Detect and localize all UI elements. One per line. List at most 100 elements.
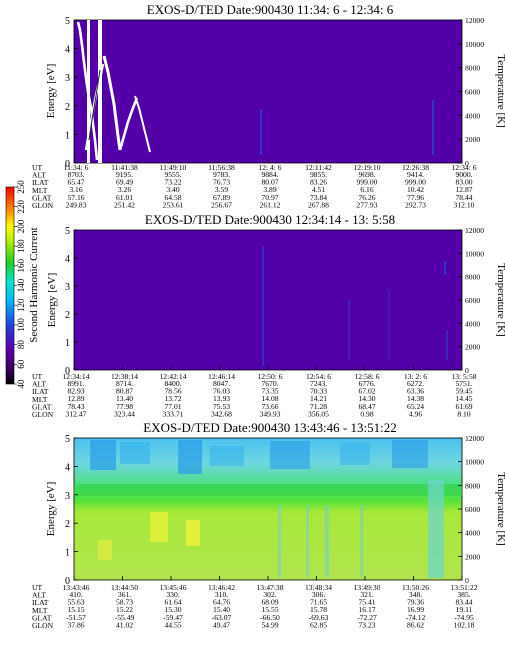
panel-2-table-cell: 75.53: [213, 402, 230, 411]
panel-2-row-name: MLT: [32, 395, 48, 404]
panel-1-xtick-label: 12:19:10: [353, 163, 380, 172]
panel-1-table-cell: 277.93: [357, 200, 378, 209]
colorbar-label: Second Harmonic Current: [28, 227, 40, 342]
panel-1-row-name: UT: [32, 163, 42, 172]
panel-3-ytick-label: 3: [65, 491, 70, 502]
panel-1-table-cell: 9000.: [455, 170, 472, 179]
panel-2-table-cell: 65.24: [407, 402, 424, 411]
panel-3-yellow-patch-1: [150, 512, 168, 542]
panel-3-table-cell: 41.02: [116, 620, 133, 629]
panel-2-ytick-label: 5: [65, 226, 70, 237]
panel-3-table-cell: 306.: [312, 590, 325, 599]
panel-1-table-cell: 83.26: [310, 178, 327, 187]
panel-2-y2tick-label: 10000: [465, 249, 484, 258]
panel-2-table-cell: 78.43: [67, 402, 84, 411]
panel-3-cyan-streak-3: [325, 505, 329, 577]
panel-2-row-name: GLAT: [32, 402, 52, 411]
panel-2-table-cell: 77.98: [116, 402, 133, 411]
panel-3-yellow-patch-3: [98, 540, 112, 560]
panel-1-table-cell: 999.00: [357, 178, 378, 187]
panel-2-xtick-label: 12:46:14: [208, 372, 235, 381]
panel-2-table-cell: 14.38: [407, 394, 424, 403]
colorbar-tick-label: 160: [16, 259, 26, 273]
panel-3-table-cell: 79.36: [407, 598, 424, 607]
panel-3-blue-patch-4: [210, 446, 244, 466]
panel-1-white-trace-a: [76, 21, 99, 161]
panel-3-ytick-label: 5: [65, 434, 70, 445]
panel-2-xtick-label: 12:42:14: [159, 372, 186, 381]
panel-2-table-cell: 82.93: [67, 387, 84, 396]
panel-2-table-cell: 6272.: [407, 379, 424, 388]
panel-2-table-cell: 333.71: [163, 409, 184, 418]
panel-1-table-cell: 12.87: [455, 185, 472, 194]
colorbar-tick-label: 250: [16, 180, 26, 194]
panel-2-table-cell: 342.68: [211, 409, 232, 418]
panel-2-y2tick-label: 8000: [465, 273, 480, 282]
panel-2-table-cell: 5751.: [455, 379, 472, 388]
panel-1-table-cell: 3.89: [263, 185, 276, 194]
panel-1-plot-area: [73, 19, 463, 164]
panel-3-y2tick-label: 4000: [465, 529, 480, 538]
colorbar-tick-label: 40: [16, 379, 26, 389]
panel-3-green-band: [74, 484, 462, 496]
panel-3-blue-patch-6: [340, 443, 370, 465]
panel-1-axes: 0 1 2 3 4 5 0 2000 4000 6000 8000 10000 12000 11:34: …: [32, 16, 484, 210]
panel-3-title: EXOS-D/TED Date:900430 13:43:46 - 13:51:…: [143, 420, 396, 435]
panel-2-xtick-label: 13: 5:58: [451, 372, 476, 381]
panel-3-table-cell: 71.65: [310, 598, 327, 607]
panel-1-xtick-label: 12:11:42: [305, 163, 332, 172]
panel-1-row-name: MLT: [32, 186, 48, 195]
panel-2-blue-streak-4: [444, 262, 446, 274]
panel-3-cyan-streak-1: [278, 505, 281, 577]
panel-2-y2tick-label: 2000: [465, 343, 480, 352]
panel-1-xtick-label: 12:26:38: [402, 163, 429, 172]
panel-1-white-trace-d: [118, 97, 139, 151]
panel-1-xtick-label: 12:34: 6: [451, 163, 476, 172]
panel-3-table-cell: -63.07: [212, 613, 232, 622]
panel-3-y2tick-label: 10000: [465, 458, 484, 467]
panel-3-table-cell: 410.: [69, 590, 82, 599]
panel-3-table-cell: -74.95: [454, 613, 474, 622]
panel-2-table-cell: 7670.: [261, 379, 278, 388]
panel-2-table-cell: 349.93: [260, 409, 281, 418]
panel-2-ytick-label: 2: [65, 310, 70, 321]
panel-1-y2tick-label: 8000: [465, 64, 480, 73]
panel-1-table-cell: 251.42: [114, 200, 135, 209]
panel-1-table-cell: 267.88: [308, 200, 329, 209]
panel-1-table-cell: 3.26: [118, 185, 131, 194]
panel-2-table-cell: 67.02: [358, 387, 375, 396]
panel-2-y2tick-label: 0: [465, 366, 469, 375]
panel-2-table-cell: 61.69: [455, 402, 472, 411]
panel-1-xtick-label: 11:49:10: [160, 163, 187, 172]
panel-1-table-cell: 4.51: [312, 185, 325, 194]
panel-1-table-cell: 9783.: [213, 170, 230, 179]
panel-2-row-name: GLON: [32, 410, 54, 419]
panel-3-table-cell: 49.47: [213, 620, 230, 629]
panel-1-row-name: ALT: [32, 171, 46, 180]
panel-2-row-name: ALT: [32, 380, 46, 389]
panel-2-blue-streak-3: [388, 290, 390, 360]
panel-1-table-cell: 76.26: [358, 193, 375, 202]
panel-3-table-cell: 68.09: [261, 598, 278, 607]
panel-1-row-name: GLON: [32, 201, 54, 210]
panel-2-table-cell: 8714.: [116, 379, 133, 388]
panel-1-table-cell: 80.07: [261, 178, 278, 187]
panel-3-blue-patch-5: [270, 441, 310, 469]
panel-3-table-cell: 86.62: [407, 620, 424, 629]
panel-2-table-cell: 12.89: [67, 394, 84, 403]
panel-2-table-cell: 8.10: [457, 409, 470, 418]
panel-2-table-cell: 70.33: [310, 387, 327, 396]
panel-3-table-cell: -51.57: [66, 613, 86, 622]
panel-2-ytick-label: 1: [65, 338, 70, 349]
panel-1-row-name: ILAT: [32, 178, 49, 187]
panel-2-table-cell: 4.96: [409, 409, 422, 418]
panel-3-table-cell: 64.76: [213, 598, 230, 607]
panel-1-ytick-label: 2: [65, 102, 70, 113]
panel-3-table-cell: 15.55: [261, 605, 278, 614]
panel-2-table-cell: 78.56: [164, 387, 181, 396]
panel-3-heatmap-features: [74, 440, 462, 578]
panel-3-table-cell: 44.55: [164, 620, 181, 629]
panel-3-table-cell: 385.: [457, 590, 470, 599]
panel-1-y2tick-label: 12000: [465, 16, 484, 25]
